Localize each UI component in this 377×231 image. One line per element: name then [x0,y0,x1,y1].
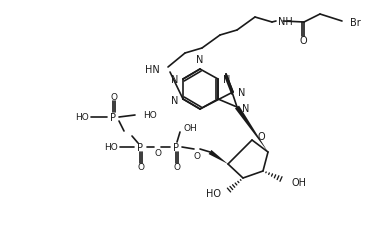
Text: P: P [137,142,143,152]
Text: N: N [223,75,230,85]
Text: HO: HO [206,188,221,198]
Text: HO: HO [143,111,157,120]
Text: P: P [110,112,116,122]
Text: N: N [171,96,178,106]
Text: N: N [242,103,249,113]
Text: N: N [238,88,245,97]
Text: HN: HN [145,65,160,75]
Text: N: N [171,75,178,85]
Text: O: O [299,36,307,46]
Text: NH: NH [278,17,293,27]
Text: O: O [138,163,144,172]
Text: O: O [110,93,118,102]
Text: HO: HO [75,113,89,122]
Polygon shape [235,106,268,152]
Text: HO: HO [104,143,118,152]
Text: P: P [173,142,179,152]
Text: Br: Br [350,18,361,28]
Text: N: N [196,55,204,65]
Text: O: O [257,131,265,141]
Text: O: O [173,163,181,172]
Text: OH: OH [184,124,198,133]
Polygon shape [208,150,228,164]
Text: O: O [193,152,201,161]
Text: O: O [155,149,161,158]
Text: OH: OH [291,177,306,187]
